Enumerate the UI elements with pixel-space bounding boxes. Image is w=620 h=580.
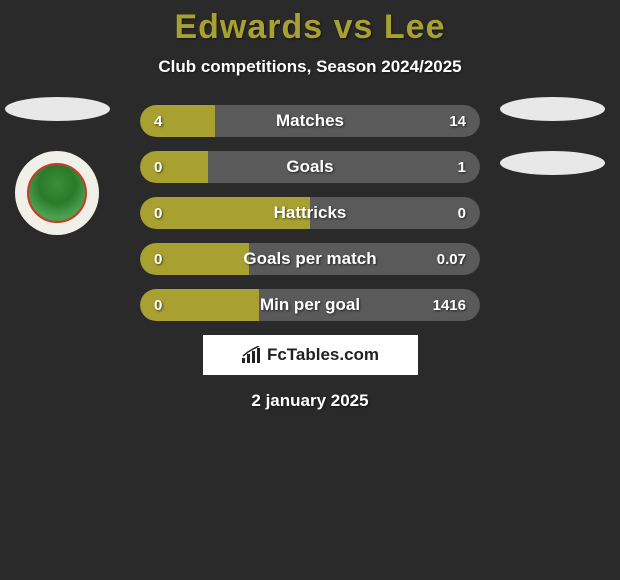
bar-right-fill: [215, 105, 480, 137]
metric-row: 01416Min per goal: [140, 289, 480, 321]
date-text: 2 january 2025: [0, 391, 620, 411]
bar-left-fill: [140, 105, 215, 137]
metric-left-value: 0: [154, 197, 162, 229]
metric-left-value: 0: [154, 289, 162, 321]
metrics-bars: 414Matches01Goals00Hattricks00.07Goals p…: [140, 105, 480, 321]
bar-right-fill: [310, 197, 480, 229]
bar-right-fill: [208, 151, 480, 183]
content-area: 414Matches01Goals00Hattricks00.07Goals p…: [0, 105, 620, 411]
metric-row: 414Matches: [140, 105, 480, 137]
right-player-column: [500, 97, 610, 205]
metric-left-value: 0: [154, 151, 162, 183]
metric-right-value: 14: [449, 105, 466, 137]
metric-right-value: 1416: [433, 289, 466, 321]
metric-left-value: 4: [154, 105, 162, 137]
brand-chart-icon: [241, 346, 263, 364]
comparison-card: Edwards vs Lee Club competitions, Season…: [0, 0, 620, 411]
metric-right-value: 1: [458, 151, 466, 183]
page-title: Edwards vs Lee: [0, 8, 620, 47]
metric-right-value: 0.07: [437, 243, 466, 275]
bar-left-fill: [140, 151, 208, 183]
right-player-ellipse-2: [500, 151, 605, 175]
crest-graphic: [27, 163, 87, 223]
bar-left-fill: [140, 197, 310, 229]
subtitle: Club competitions, Season 2024/2025: [0, 57, 620, 77]
metric-row: 00Hattricks: [140, 197, 480, 229]
left-club-crest: [15, 151, 99, 235]
metric-row: 00.07Goals per match: [140, 243, 480, 275]
metric-left-value: 0: [154, 243, 162, 275]
right-player-ellipse-1: [500, 97, 605, 121]
brand-text: FcTables.com: [267, 345, 379, 365]
brand-box[interactable]: FcTables.com: [203, 335, 418, 375]
left-player-ellipse: [5, 97, 110, 121]
metric-row: 01Goals: [140, 151, 480, 183]
metric-right-value: 0: [458, 197, 466, 229]
left-player-column: [5, 97, 115, 235]
